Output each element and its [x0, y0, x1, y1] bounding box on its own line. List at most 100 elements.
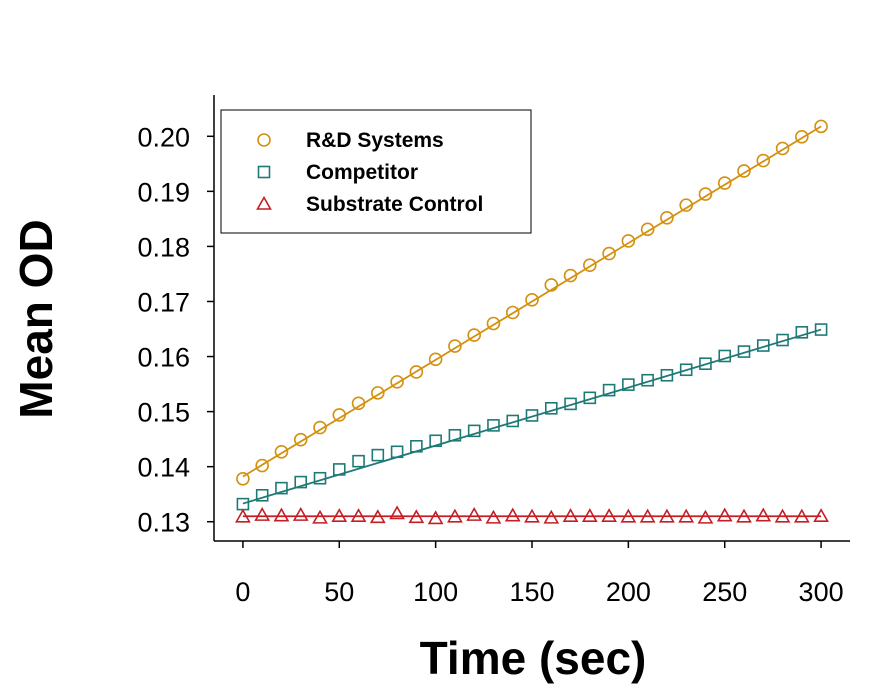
- data-point-square: [602, 383, 616, 397]
- data-point-circle: [448, 339, 462, 353]
- data-point-triangle: [543, 509, 560, 524]
- data-point-circle: [795, 130, 809, 144]
- data-point-triangle: [235, 508, 251, 523]
- data-points: [235, 119, 829, 525]
- data-point-square: [487, 419, 500, 432]
- data-point-triangle: [678, 508, 695, 523]
- data-point-triangle: [485, 509, 502, 524]
- data-point-square: [294, 475, 308, 489]
- data-point-triangle: [389, 505, 405, 520]
- data-point-square: [371, 448, 385, 462]
- data-point-square: [275, 481, 288, 495]
- data-point-square: [795, 326, 809, 339]
- data-point-circle: [698, 187, 713, 201]
- data-point-circle: [428, 352, 443, 367]
- y-ticks: 0.13 0.14 0.15 0.16 0.17 0.18 0.19 0.20: [137, 122, 214, 538]
- x-tick-label: 200: [606, 577, 651, 607]
- x-tick-label: 0: [235, 577, 250, 607]
- data-point-circle: [679, 198, 693, 212]
- data-point-square: [564, 397, 577, 411]
- data-point-triangle: [639, 508, 656, 523]
- data-point-triangle: [408, 509, 425, 524]
- x-tick-label: 100: [413, 577, 458, 607]
- data-point-circle: [814, 119, 828, 134]
- data-point-square: [641, 373, 654, 387]
- data-point-square: [525, 409, 539, 422]
- data-point-triangle: [581, 508, 598, 523]
- data-point-triangle: [504, 507, 521, 522]
- data-point-square: [255, 488, 269, 502]
- data-point-triangle: [793, 508, 810, 523]
- data-point-triangle: [427, 510, 444, 525]
- data-point-circle: [602, 246, 616, 261]
- legend-box: [220, 109, 532, 234]
- y-tick-label: 0.20: [137, 122, 190, 152]
- data-point-triangle: [659, 508, 675, 523]
- data-point-triangle: [447, 508, 463, 523]
- data-point-circle: [621, 234, 636, 248]
- data-point-square: [448, 428, 462, 442]
- data-point-triangle: [697, 509, 714, 524]
- data-point-circle: [660, 210, 674, 225]
- data-point-triangle: [774, 508, 791, 523]
- legend-label: Competitor: [306, 161, 418, 184]
- data-point-square: [756, 339, 770, 352]
- x-ticks: 0 50 100 150 200 250 300: [235, 541, 844, 607]
- data-point-circle: [717, 176, 732, 190]
- data-point-square: [737, 345, 751, 358]
- data-point-circle: [332, 408, 347, 422]
- data-point-triangle: [350, 508, 367, 523]
- data-point-square: [622, 378, 635, 391]
- y-tick-label: 0.18: [137, 232, 190, 262]
- data-point-circle: [236, 471, 250, 486]
- data-point-triangle: [736, 508, 752, 523]
- data-point-square: [352, 454, 365, 468]
- x-tick-label: 150: [509, 577, 554, 607]
- data-point-triangle: [312, 509, 328, 524]
- legend-items: R&D Systems Competitor Substrate Control: [256, 129, 483, 216]
- legend-label: R&D Systems: [306, 129, 444, 152]
- fit-line: [242, 328, 822, 505]
- data-point-circle: [274, 444, 289, 459]
- fit-line: [242, 125, 822, 478]
- data-point-circle: [505, 305, 520, 320]
- data-point-triangle: [256, 195, 272, 210]
- data-point-circle: [371, 386, 385, 400]
- y-tick-label: 0.19: [137, 177, 190, 207]
- data-point-triangle: [813, 508, 829, 523]
- y-tick-label: 0.17: [137, 287, 190, 317]
- data-point-triangle: [254, 506, 271, 521]
- data-point-square: [313, 471, 327, 485]
- data-point-circle: [257, 133, 271, 147]
- data-point-square: [699, 357, 712, 371]
- data-point-triangle: [466, 506, 483, 521]
- data-point-circle: [756, 153, 771, 168]
- data-point-square: [467, 424, 481, 438]
- data-point-circle: [467, 328, 481, 342]
- data-point-circle: [351, 396, 366, 411]
- y-axis-title: Mean OD: [10, 219, 62, 418]
- data-point-square: [390, 445, 404, 459]
- y-tick-label: 0.15: [137, 398, 190, 428]
- data-point-square: [236, 497, 250, 511]
- data-point-circle: [486, 316, 501, 331]
- data-point-triangle: [292, 506, 309, 521]
- data-point-square: [332, 463, 346, 476]
- data-point-square: [679, 363, 693, 377]
- x-axis-title: Time (sec): [420, 632, 647, 684]
- data-point-triangle: [716, 507, 733, 522]
- data-point-triangle: [620, 508, 637, 523]
- y-tick-label: 0.13: [137, 508, 190, 538]
- data-point-square: [814, 323, 828, 336]
- data-point-square: [583, 391, 597, 405]
- data-point-square: [544, 402, 558, 415]
- data-point-circle: [640, 222, 655, 237]
- data-point-circle: [563, 268, 578, 283]
- x-tick-label: 250: [702, 577, 747, 607]
- data-point-circle: [390, 375, 404, 389]
- data-point-triangle: [562, 508, 579, 523]
- x-tick-label: 50: [324, 577, 354, 607]
- data-point-circle: [293, 432, 308, 447]
- data-point-circle: [775, 141, 790, 156]
